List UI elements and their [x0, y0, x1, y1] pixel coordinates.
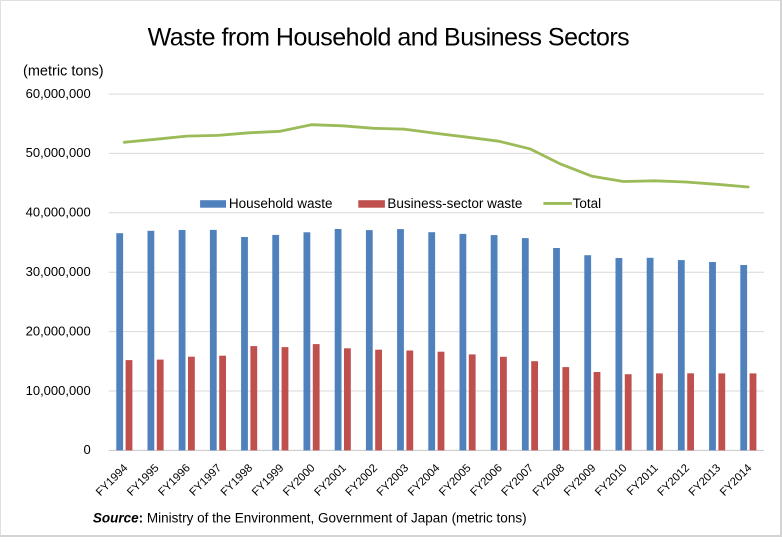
svg-text:Source: Ministry of the Enviro: Source: Ministry of the Environment, Gov…	[93, 510, 527, 525]
svg-text:(metric tons): (metric tons)	[23, 64, 104, 80]
svg-text:Business-sector waste: Business-sector waste	[387, 196, 522, 211]
svg-text:20,000,000: 20,000,000	[26, 323, 91, 338]
svg-text:30,000,000: 30,000,000	[26, 264, 91, 279]
svg-text:0: 0	[83, 442, 90, 457]
svg-text:Waste from Household and Busin: Waste from Household and Business Sector…	[148, 24, 630, 52]
svg-text:Household waste: Household waste	[229, 196, 333, 211]
svg-text:60,000,000: 60,000,000	[26, 86, 91, 101]
svg-text:Total: Total	[573, 196, 602, 211]
svg-text:40,000,000: 40,000,000	[26, 205, 91, 220]
svg-text:50,000,000: 50,000,000	[26, 145, 91, 160]
svg-text:10,000,000: 10,000,000	[26, 383, 91, 398]
